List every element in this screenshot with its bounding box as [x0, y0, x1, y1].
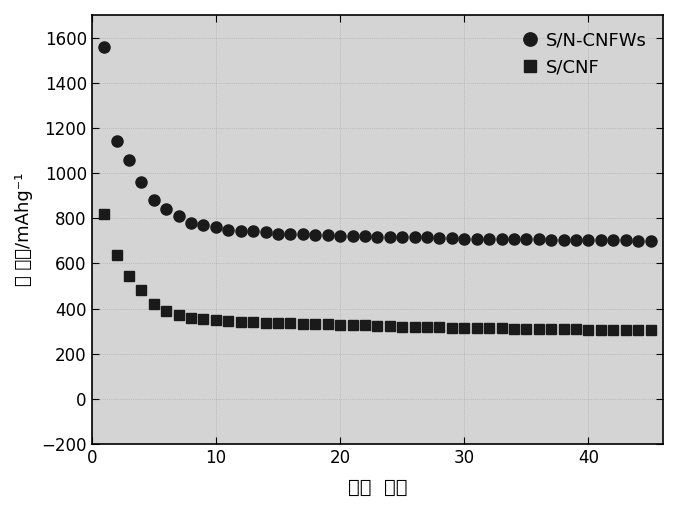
X-axis label: 微环  圈数: 微环 圈数: [348, 478, 407, 497]
S/N-CNFWs: [323, 232, 332, 238]
S/CNF: [138, 287, 146, 293]
S/CNF: [199, 315, 207, 322]
S/CNF: [473, 325, 481, 331]
S/N-CNFWs: [510, 236, 518, 242]
S/CNF: [610, 327, 618, 333]
S/CNF: [274, 320, 282, 326]
S/N-CNFWs: [113, 138, 121, 144]
S/CNF: [249, 319, 257, 325]
S/CNF: [237, 318, 245, 325]
S/CNF: [311, 321, 319, 327]
S/N-CNFWs: [485, 236, 493, 242]
S/CNF: [597, 327, 605, 333]
S/CNF: [522, 326, 530, 332]
S/CNF: [435, 324, 443, 330]
Y-axis label: 比 容量/mAhg⁻¹: 比 容量/mAhg⁻¹: [15, 173, 33, 286]
S/N-CNFWs: [361, 233, 369, 240]
S/N-CNFWs: [610, 237, 618, 243]
S/N-CNFWs: [249, 227, 257, 233]
S/N-CNFWs: [237, 227, 245, 233]
S/N-CNFWs: [386, 233, 394, 240]
S/CNF: [187, 314, 195, 321]
S/CNF: [100, 210, 108, 217]
S/N-CNFWs: [498, 236, 506, 242]
S/N-CNFWs: [647, 238, 655, 244]
S/CNF: [447, 325, 456, 331]
S/N-CNFWs: [398, 234, 406, 241]
S/N-CNFWs: [311, 232, 319, 238]
S/CNF: [398, 324, 406, 330]
S/N-CNFWs: [473, 236, 481, 242]
S/CNF: [174, 312, 182, 318]
S/N-CNFWs: [187, 220, 195, 226]
S/CNF: [348, 322, 357, 328]
S/N-CNFWs: [522, 237, 530, 243]
S/N-CNFWs: [336, 233, 344, 240]
S/CNF: [460, 325, 468, 331]
S/N-CNFWs: [411, 234, 419, 241]
S/N-CNFWs: [174, 213, 182, 219]
S/N-CNFWs: [212, 224, 220, 230]
S/CNF: [224, 318, 233, 324]
S/CNF: [125, 273, 133, 279]
S/N-CNFWs: [374, 233, 382, 240]
S/CNF: [374, 323, 382, 329]
S/CNF: [361, 323, 369, 329]
S/CNF: [286, 320, 294, 326]
S/N-CNFWs: [535, 237, 543, 243]
S/N-CNFWs: [262, 229, 270, 235]
Legend: S/N-CNFWs, S/CNF: S/N-CNFWs, S/CNF: [515, 24, 654, 83]
S/N-CNFWs: [138, 179, 146, 185]
S/N-CNFWs: [125, 157, 133, 163]
S/CNF: [547, 326, 555, 332]
S/N-CNFWs: [299, 231, 307, 237]
S/N-CNFWs: [199, 222, 207, 228]
S/CNF: [411, 324, 419, 330]
S/N-CNFWs: [460, 236, 468, 242]
S/N-CNFWs: [572, 237, 580, 243]
S/CNF: [572, 326, 580, 332]
S/CNF: [386, 323, 394, 329]
S/N-CNFWs: [634, 238, 642, 244]
S/CNF: [535, 326, 543, 332]
S/CNF: [423, 324, 431, 330]
S/N-CNFWs: [150, 197, 158, 203]
S/N-CNFWs: [348, 233, 357, 240]
S/N-CNFWs: [597, 237, 605, 243]
S/CNF: [212, 317, 220, 323]
S/CNF: [336, 322, 344, 328]
S/N-CNFWs: [584, 237, 593, 243]
S/CNF: [647, 327, 655, 333]
S/CNF: [150, 301, 158, 307]
S/N-CNFWs: [274, 231, 282, 237]
S/N-CNFWs: [559, 237, 567, 243]
S/CNF: [162, 308, 170, 314]
S/CNF: [622, 327, 630, 333]
S/CNF: [498, 325, 506, 331]
S/N-CNFWs: [547, 237, 555, 243]
S/N-CNFWs: [435, 235, 443, 241]
S/CNF: [113, 252, 121, 259]
S/N-CNFWs: [622, 237, 630, 243]
S/CNF: [323, 321, 332, 327]
S/N-CNFWs: [423, 234, 431, 241]
S/N-CNFWs: [100, 44, 108, 50]
S/CNF: [634, 327, 642, 333]
S/N-CNFWs: [162, 206, 170, 212]
Line: S/N-CNFWs: S/N-CNFWs: [98, 41, 656, 247]
S/CNF: [299, 321, 307, 327]
S/CNF: [510, 326, 518, 332]
S/CNF: [485, 325, 493, 331]
S/CNF: [559, 326, 567, 332]
S/N-CNFWs: [447, 235, 456, 241]
S/N-CNFWs: [224, 226, 233, 232]
Line: S/CNF: S/CNF: [99, 209, 656, 335]
S/CNF: [262, 319, 270, 326]
S/CNF: [584, 327, 593, 333]
S/N-CNFWs: [286, 231, 294, 237]
